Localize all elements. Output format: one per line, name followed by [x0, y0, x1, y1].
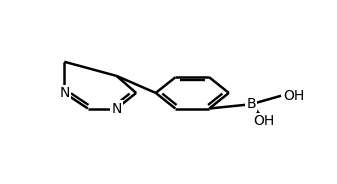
Text: OH: OH	[284, 89, 305, 103]
Text: B: B	[246, 97, 256, 111]
Text: N: N	[111, 102, 122, 116]
Text: OH: OH	[253, 114, 275, 128]
Text: N: N	[59, 86, 69, 100]
